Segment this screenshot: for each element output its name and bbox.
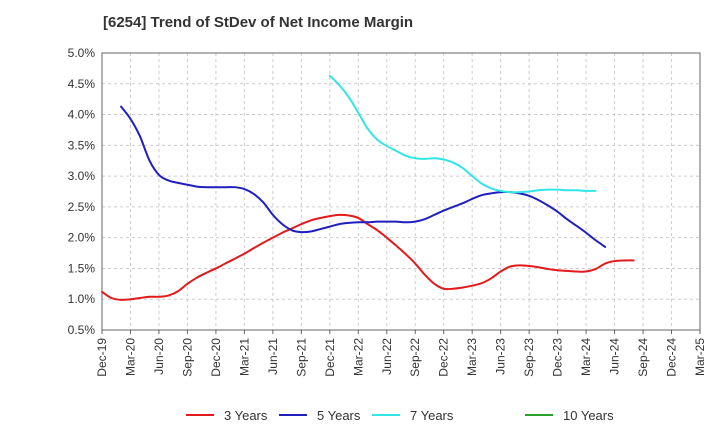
x-tick-label: Mar-22 [351,338,365,376]
x-tick-label: Sep-22 [408,338,422,377]
x-tick-label: Jun-24 [608,338,622,375]
y-tick-label: 3.5% [68,138,96,152]
y-tick-label: 3.0% [68,169,96,183]
x-tick-label: Jun-20 [152,338,166,375]
y-tick-label: 1.0% [68,292,96,306]
plot-frame [101,52,701,331]
legend-label: 7 Years [410,408,454,423]
y-tick-label: 4.0% [68,108,96,122]
x-tick-label: Mar-25 [693,338,707,376]
y-tick-label: 2.5% [68,200,96,214]
chart-title: [6254] Trend of StDev of Net Income Marg… [103,14,414,31]
x-tick-label: Mar-23 [465,338,479,376]
x-tick-label: Mar-24 [579,338,593,376]
series-lines [101,74,635,301]
x-tick-label: Dec-21 [323,338,337,377]
x-tick-label: Sep-24 [636,338,650,377]
series-line-7-years [328,74,597,194]
y-tick-label: 1.5% [68,261,96,275]
legend-label: 5 Years [317,408,361,423]
x-tick-label: Dec-19 [95,338,109,377]
legend-label: 3 Years [224,408,268,423]
x-tick-label: Mar-21 [237,338,251,376]
x-tick-label: Dec-20 [209,338,223,377]
x-tick-label: Dec-24 [665,338,679,377]
y-tick-label: 4.5% [68,77,96,91]
x-tick-label: Sep-23 [522,338,536,377]
x-tick-label: Jun-22 [380,338,394,375]
y-tick-label: 0.5% [68,323,96,337]
series-line-3-years [101,213,635,301]
series-line-5-years [120,105,607,248]
y-tick-label: 2.0% [68,231,96,245]
x-tick-label: Dec-22 [437,338,451,377]
x-tick-label: Jun-23 [494,338,508,375]
x-tick-label: Dec-23 [551,338,565,377]
x-tick-label: Sep-21 [294,338,308,377]
x-tick-label: Sep-20 [180,338,194,377]
axes: 0.5% 1.0% 1.5% 2.0% 2.5% 3.0% 3.5% 4.0% 4.5% 5.0%… [68,46,707,377]
legend-label: 10 Years [563,408,614,423]
y-tick-label: 5.0% [68,46,96,60]
x-tick-label: Jun-21 [266,338,280,375]
legend: 3 Years 5 Years 7 Years 10 Years [186,408,614,423]
x-tick-label: Mar-20 [123,338,137,376]
grid-lines [101,52,701,331]
